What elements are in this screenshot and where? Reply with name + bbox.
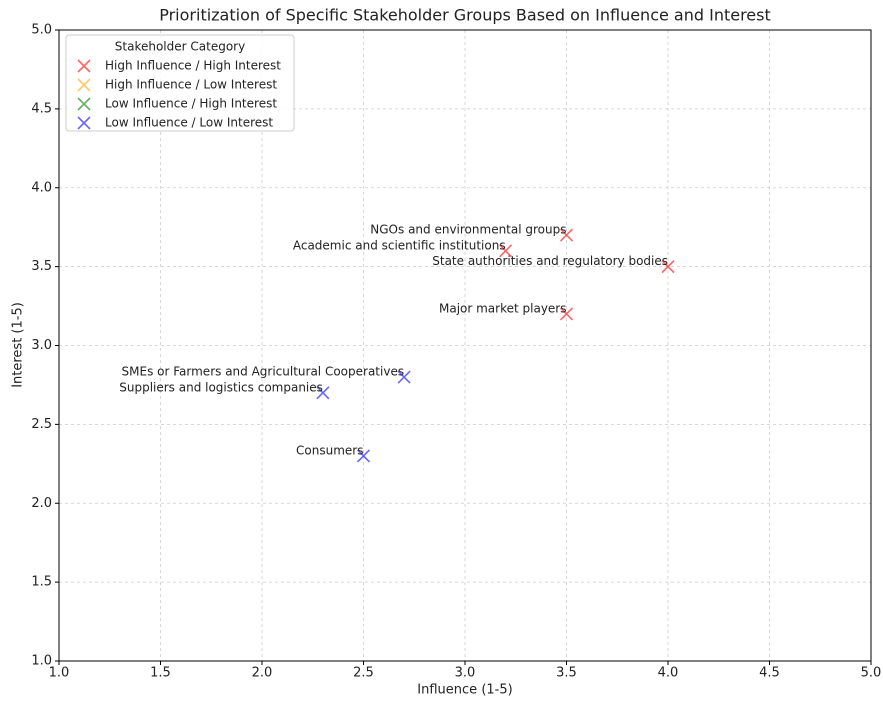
x-tick-label: 1.0 <box>49 666 70 681</box>
y-tick-label: 2.5 <box>31 417 52 432</box>
legend-marker <box>77 78 91 92</box>
y-tick-label: 4.0 <box>31 180 52 195</box>
legend-box <box>65 34 295 132</box>
x-tick-label: 4.5 <box>759 666 780 681</box>
legend-label: Low Influence / Low Interest <box>105 116 273 130</box>
x-tick-label: 3.5 <box>556 666 577 681</box>
marker <box>559 307 574 321</box>
legend-label: High Influence / High Interest <box>105 59 281 73</box>
legend-label: Low Influence / High Interest <box>105 97 277 111</box>
x-tick-label: 4.0 <box>658 666 679 681</box>
point-label: Consumers <box>296 443 363 457</box>
legend-label: High Influence / Low Interest <box>105 78 277 92</box>
y-axis-label: Interest (1-5) <box>11 302 26 388</box>
point-label: State authorities and regulatory bodies <box>432 254 668 268</box>
point-label: NGOs and environmental groups <box>370 223 566 237</box>
point-label: Suppliers and logistics companies <box>119 380 323 394</box>
x-tick-label: 5.0 <box>861 666 882 681</box>
y-tick-label: 1.0 <box>31 654 52 669</box>
chart-title: Prioritization of Specific Stakeholder G… <box>159 6 771 25</box>
marker <box>316 386 330 400</box>
x-tick-label: 2.0 <box>252 666 273 681</box>
marker <box>397 370 411 384</box>
marker <box>356 449 371 463</box>
y-tick-label: 2.0 <box>31 496 52 511</box>
y-tick-label: 5.0 <box>31 23 52 38</box>
plot-frame <box>58 29 872 662</box>
legend-marker <box>77 97 91 111</box>
y-tick-label: 1.5 <box>31 575 52 590</box>
point-label: Major market players <box>439 301 567 315</box>
x-axis-label: Influence (1-5) <box>417 683 512 698</box>
y-tick-label: 3.5 <box>31 259 52 274</box>
point-label: SMEs or Farmers and Agricultural Coopera… <box>122 365 405 379</box>
legend-marker <box>77 116 91 130</box>
marker <box>559 228 574 242</box>
y-tick-label: 4.5 <box>31 101 52 116</box>
x-tick-label: 2.5 <box>353 666 374 681</box>
legend-title: Stakeholder Category <box>115 40 245 54</box>
x-tick-label: 1.5 <box>150 666 171 681</box>
x-tick-label: 3.0 <box>455 666 476 681</box>
y-tick-label: 3.0 <box>31 338 52 353</box>
legend-marker <box>77 59 91 73</box>
point-label: Academic and scientific institutions <box>293 238 506 252</box>
marker <box>661 260 675 274</box>
marker <box>499 244 513 258</box>
